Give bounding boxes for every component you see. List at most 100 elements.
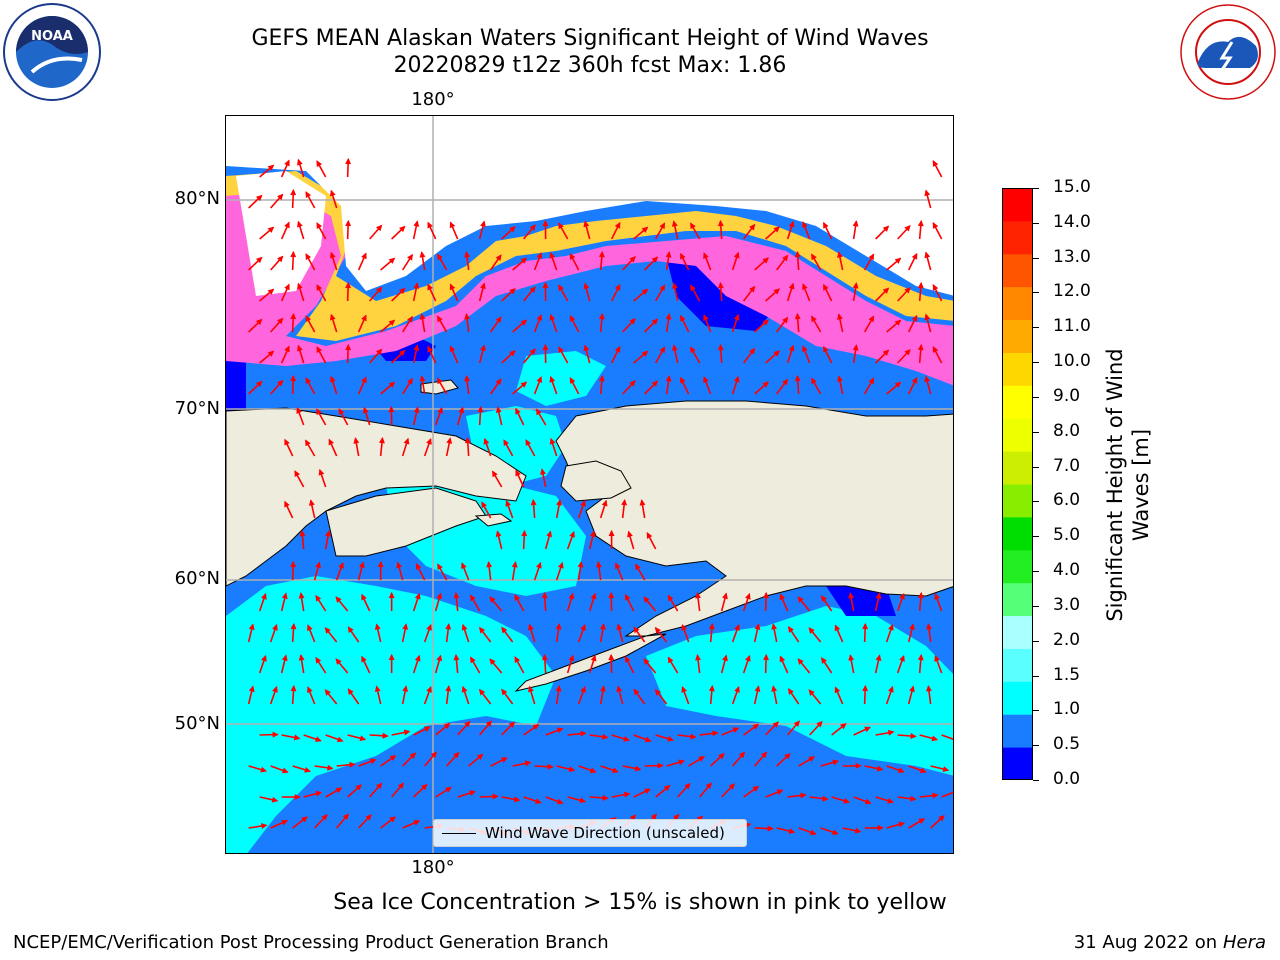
wave-arrow-head (281, 654, 288, 662)
wave-arrow-head (782, 254, 789, 262)
colorbar-tick-label: 1.0 (1053, 699, 1081, 720)
wave-arrow-head (698, 756, 706, 762)
colorbar-tick-label: 0.0 (1053, 769, 1081, 789)
colorbar-tick-mark (1033, 571, 1039, 573)
wave-arrow-head (651, 256, 659, 263)
wave-arrow-head (816, 720, 823, 728)
wave-arrow-head (437, 563, 443, 571)
wave-arrow-head (788, 688, 794, 695)
wave-arrow-head (541, 653, 548, 661)
wave-arrow-head (436, 592, 443, 600)
wave-arrow-head (345, 343, 352, 351)
wave-arrow-head (382, 732, 389, 739)
colorbar-segment (1002, 286, 1033, 321)
wave-arrow-head (374, 623, 381, 630)
wave-arrow-head (377, 560, 384, 568)
wave-arrow-head (402, 685, 409, 692)
wave-arrow (941, 734, 953, 740)
wave-arrow-head (272, 685, 278, 693)
wave-arrow-head (347, 688, 354, 696)
wave-arrow-head (437, 315, 443, 323)
wave-arrow-head (437, 253, 443, 261)
wave-arrow-head (403, 437, 410, 445)
wave-arrow-head (624, 593, 631, 601)
wave-arrow-head (802, 221, 808, 228)
wave-arrow-head (307, 624, 313, 632)
wave-arrow-head (298, 592, 305, 599)
wave-arrow-head (338, 408, 345, 415)
colorbar-tick-label: 4.0 (1053, 560, 1081, 581)
wave-arrow-head (294, 794, 301, 801)
wave-arrow-head (284, 345, 290, 353)
wave-arrow-head (773, 350, 780, 357)
colorbar-tick-mark (1033, 396, 1039, 398)
wave-arrow-head (453, 591, 460, 599)
wave-arrow-head (453, 653, 460, 661)
wave-arrow-head (568, 654, 575, 662)
wave-arrow-head (590, 654, 597, 662)
wave-arrow-head (489, 596, 496, 603)
colorbar-tick-mark (1033, 257, 1039, 259)
wave-arrow-head (414, 654, 421, 662)
wave-arrow-head (511, 561, 518, 568)
wave-arrow-head (728, 783, 736, 790)
wave-arrow-head (396, 561, 402, 569)
wave-arrow-head (749, 223, 756, 231)
wave-arrow-head (773, 288, 780, 295)
wave-arrow-head (335, 787, 343, 794)
wave-arrow-head (255, 256, 263, 264)
wave-arrow-head (470, 594, 476, 602)
wave-arrow-head (629, 256, 636, 263)
wave-arrow-head (316, 408, 322, 416)
wave-arrow-head (307, 686, 313, 694)
wave-arrow-head (904, 225, 911, 232)
wave-arrow-head (335, 596, 342, 603)
wave-arrow-head (267, 350, 275, 357)
nws-logo (1178, 2, 1278, 106)
wave-arrow-head (910, 733, 917, 739)
wave-arrow-head (485, 720, 492, 727)
wave-arrow-head (917, 653, 924, 661)
wave-arrow-head (717, 219, 724, 227)
wave-arrow-head (644, 736, 652, 743)
wave-arrow-head (426, 437, 432, 445)
wave-arrow-head (680, 252, 686, 260)
wave-arrow-head (852, 220, 859, 227)
wave-arrow-head (589, 530, 596, 538)
wave-arrow-head (623, 791, 631, 798)
wave-arrow-head (453, 751, 460, 759)
wave-arrow (941, 791, 953, 798)
footer-date: 31 Aug 2022 on Hera (1074, 932, 1266, 953)
wave-arrow-head (934, 655, 940, 662)
wave-arrow-head (690, 284, 696, 292)
wave-arrow-head (629, 380, 636, 387)
lon-label-bottom: 180° (411, 857, 455, 878)
wave-arrow-head (388, 319, 396, 326)
wave-arrow-head (708, 622, 715, 630)
wave-arrow-head (556, 727, 564, 734)
wave-arrow-head (277, 255, 284, 263)
wave-arrow-head (589, 767, 597, 774)
wave-arrow-head (779, 655, 786, 663)
wave-arrow-head (580, 499, 586, 507)
wave-arrow-head (608, 529, 615, 537)
wave-arrow-head (525, 439, 532, 446)
colorbar-tick-label: 11.0 (1053, 316, 1091, 337)
wave-arrow-head (298, 654, 305, 661)
wave-arrow-head (599, 623, 606, 630)
wave-arrow-head (361, 314, 367, 322)
wave-arrow-head (680, 314, 686, 322)
wave-arrow-head (583, 220, 590, 228)
wave-arrow-head (899, 592, 905, 600)
wave-arrow-head (868, 315, 875, 323)
wave-arrow-head (917, 281, 924, 289)
wave-arrow-head (345, 157, 352, 165)
wave-arrow-head (899, 654, 905, 662)
wave-arrow-head (464, 312, 471, 320)
wave-arrow-head (932, 792, 939, 799)
wave-arrow-head (509, 226, 516, 233)
wave-arrow-head (602, 733, 609, 740)
wave-arrow-head (345, 281, 352, 289)
wave-arrow-head (437, 377, 443, 385)
wave-arrow-head (284, 438, 290, 446)
